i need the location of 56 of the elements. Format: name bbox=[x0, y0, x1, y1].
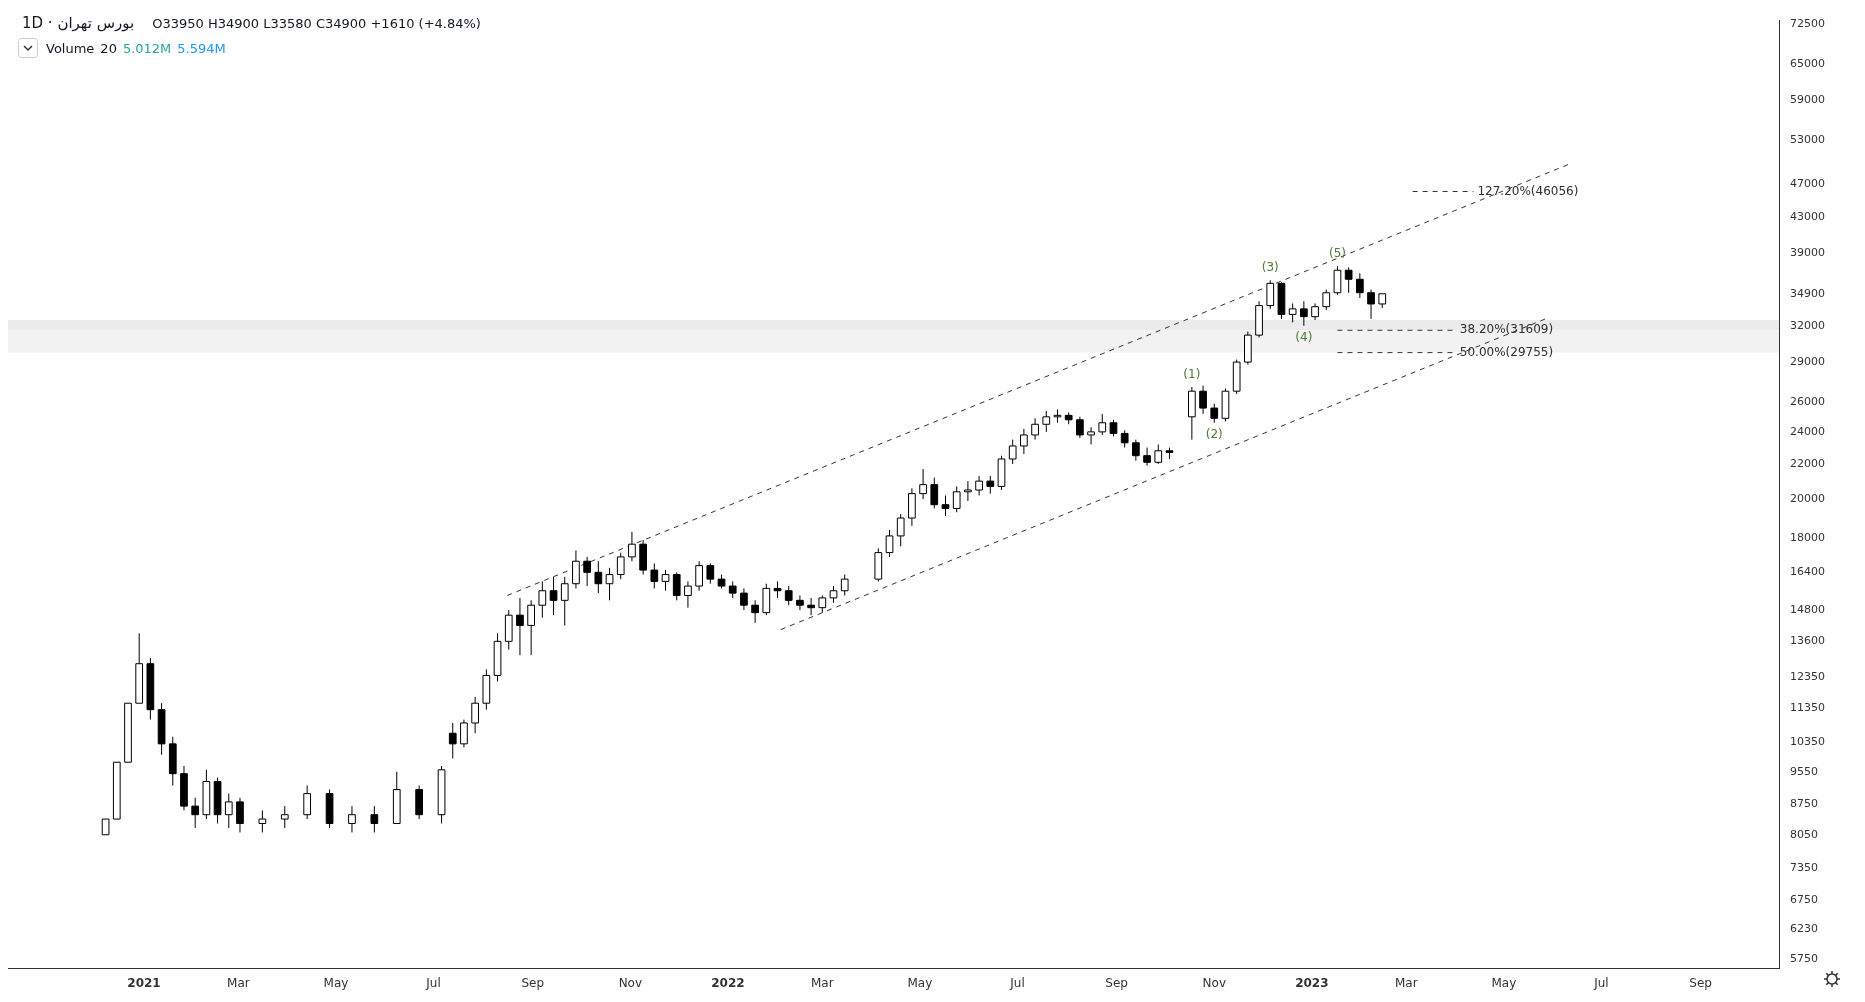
y-tick-label: 11350 bbox=[1790, 700, 1825, 714]
x-tick-label: Sep bbox=[1105, 975, 1128, 990]
annotation: (5) bbox=[1328, 246, 1346, 261]
y-tick-label: 32000 bbox=[1790, 318, 1825, 332]
y-tick-label: 9550 bbox=[1790, 764, 1818, 778]
y-tick-label: 34900 bbox=[1790, 286, 1825, 300]
x-tick-label: Jul bbox=[1593, 975, 1609, 990]
y-tick-label: 47000 bbox=[1790, 176, 1825, 190]
annotation: 38.20%(31609) bbox=[1459, 322, 1554, 337]
x-tick-label: Mar bbox=[810, 975, 834, 990]
x-tick-label: Jul bbox=[1009, 975, 1025, 990]
y-tick-label: 7350 bbox=[1790, 861, 1818, 875]
annotation: 127.20%(46056) bbox=[1477, 183, 1579, 198]
chart-subtitle: O33950 H34900 L33580 C34900 +1610 (+4.84%) bbox=[152, 16, 481, 31]
y-tick-label: 18000 bbox=[1790, 530, 1825, 544]
y-tick-label: 53000 bbox=[1790, 132, 1825, 146]
y-tick-label: 72500 bbox=[1790, 17, 1825, 30]
x-tick-label: Nov bbox=[618, 975, 643, 990]
y-tick-label: 5750 bbox=[1790, 951, 1818, 965]
y-tick-label: 8050 bbox=[1790, 827, 1818, 841]
chart-title: 1D · بورس تهران bbox=[22, 14, 135, 32]
annotation: 50.00%(29755) bbox=[1459, 344, 1554, 359]
x-tick-label: Nov bbox=[1202, 975, 1226, 990]
x-tick-label: May bbox=[1491, 975, 1517, 990]
x-tick-label: Mar bbox=[1394, 975, 1418, 990]
y-tick-label: 59000 bbox=[1790, 93, 1825, 106]
y-tick-label: 29000 bbox=[1790, 354, 1825, 368]
x-tick-label: Jul bbox=[425, 975, 441, 990]
x-tick-label: Sep bbox=[1689, 975, 1712, 990]
x-tick-label: May bbox=[907, 975, 933, 990]
y-tick-label: 26000 bbox=[1790, 395, 1825, 409]
y-tick-label: 10350 bbox=[1790, 734, 1825, 748]
x-tick-label: Mar bbox=[227, 975, 250, 990]
annotation: (2) bbox=[1205, 426, 1223, 441]
y-tick-label: 65000 bbox=[1790, 57, 1825, 71]
y-tick-label: 24000 bbox=[1790, 424, 1825, 438]
y-tick-label: 8750 bbox=[1790, 796, 1818, 810]
x-tick-label: 2023 bbox=[1295, 975, 1329, 990]
y-tick-label: 16400 bbox=[1790, 565, 1825, 579]
y-tick-label: 43000 bbox=[1790, 209, 1825, 223]
annotation: (3) bbox=[1261, 260, 1279, 275]
y-tick-label: 6230 bbox=[1790, 922, 1818, 936]
annotation: (1) bbox=[1183, 367, 1201, 382]
y-tick-label: 12350 bbox=[1790, 669, 1825, 683]
x-tick-label: 2021 bbox=[127, 975, 161, 990]
y-tick-label: 6750 bbox=[1790, 892, 1818, 906]
y-tick-label: 13600 bbox=[1790, 634, 1825, 648]
y-tick-label: 14800 bbox=[1790, 603, 1825, 617]
y-tick-label: 20000 bbox=[1790, 491, 1825, 505]
annotation: (4) bbox=[1295, 329, 1313, 344]
x-tick-label: 2022 bbox=[711, 975, 745, 990]
y-tick-label: 39000 bbox=[1790, 245, 1825, 259]
annotation: Volume 20 5.012M 5.594M bbox=[46, 40, 226, 56]
y-tick-label: 22000 bbox=[1790, 456, 1825, 470]
x-tick-label: Sep bbox=[521, 975, 545, 990]
x-tick-label: May bbox=[323, 975, 349, 990]
